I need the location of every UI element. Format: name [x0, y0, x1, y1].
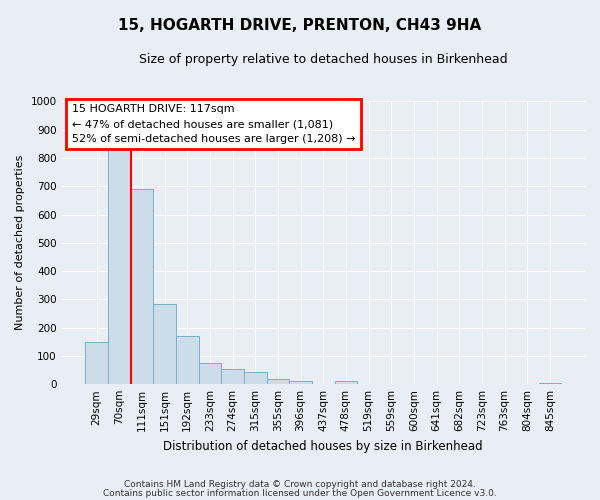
- Text: Contains public sector information licensed under the Open Government Licence v3: Contains public sector information licen…: [103, 488, 497, 498]
- X-axis label: Distribution of detached houses by size in Birkenhead: Distribution of detached houses by size …: [163, 440, 483, 452]
- Bar: [335, 382, 357, 384]
- Text: 15 HOGARTH DRIVE: 117sqm
← 47% of detached houses are smaller (1,081)
52% of sem: 15 HOGARTH DRIVE: 117sqm ← 47% of detach…: [72, 104, 356, 144]
- Bar: [266, 378, 289, 384]
- Bar: [85, 342, 108, 384]
- Bar: [108, 150, 131, 384]
- Text: Contains HM Land Registry data © Crown copyright and database right 2024.: Contains HM Land Registry data © Crown c…: [124, 480, 476, 489]
- Bar: [154, 304, 176, 384]
- Bar: [176, 336, 199, 384]
- Text: 15, HOGARTH DRIVE, PRENTON, CH43 9HA: 15, HOGARTH DRIVE, PRENTON, CH43 9HA: [118, 18, 482, 32]
- Bar: [289, 381, 312, 384]
- Bar: [199, 363, 221, 384]
- Y-axis label: Number of detached properties: Number of detached properties: [15, 155, 25, 330]
- Bar: [221, 368, 244, 384]
- Bar: [131, 189, 154, 384]
- Bar: [539, 383, 561, 384]
- Title: Size of property relative to detached houses in Birkenhead: Size of property relative to detached ho…: [139, 52, 508, 66]
- Bar: [244, 372, 266, 384]
